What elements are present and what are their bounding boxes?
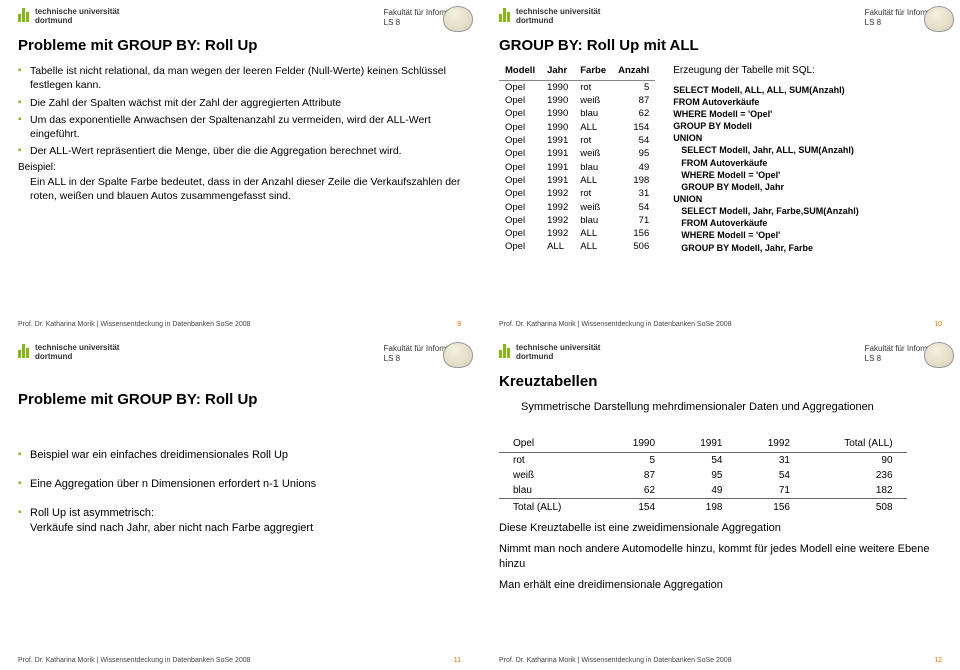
slide-9: technische universitätdortmund Fakultät … xyxy=(0,0,479,334)
slide-11: technische universitätdortmund Fakultät … xyxy=(0,336,479,670)
subtitle: Symmetrische Darstellung mehrdimensional… xyxy=(521,400,942,415)
body-text: Diese Kreuztabelle ist eine zweidimensio… xyxy=(499,521,942,537)
footer-text: Prof. Dr. Katharina Morik | Wissensentde… xyxy=(18,321,251,328)
bullet-item: Um das exponentielle Anwachsen der Spalt… xyxy=(18,113,461,141)
slide-header: technische universitätdortmund Fakultät … xyxy=(18,344,461,363)
slide-10: technische universitätdortmund Fakultät … xyxy=(481,0,960,334)
page-number: 12 xyxy=(934,657,942,664)
bullet-item: Eine Aggregation über n Dimensionen erfo… xyxy=(18,477,461,492)
example-label: Beispiel: xyxy=(18,162,461,173)
slide-title: Probleme mit GROUP BY: Roll Up xyxy=(18,391,461,408)
uni-city: dortmund xyxy=(35,353,119,362)
th: Jahr xyxy=(541,64,574,80)
tu-logo-icon xyxy=(18,8,29,22)
bullet-item: Roll Up ist asymmetrisch: Verkäufe sind … xyxy=(18,506,461,536)
tu-logo-icon xyxy=(18,344,29,358)
footer-text: Prof. Dr. Katharina Morik | Wissensentde… xyxy=(499,657,732,664)
th: Modell xyxy=(499,64,541,80)
slide-title: Kreuztabellen xyxy=(499,373,942,390)
bullet-item: Der ALL-Wert repräsentiert die Menge, üb… xyxy=(18,144,461,158)
uni-city: dortmund xyxy=(516,17,600,26)
bullet-list: Tabelle ist nicht relational, da man weg… xyxy=(18,64,461,158)
tu-logo-icon xyxy=(499,344,510,358)
slide-title: GROUP BY: Roll Up mit ALL xyxy=(499,37,942,54)
sql-caption: Erzeugung der Tabelle mit SQL: xyxy=(673,64,859,78)
uni-city: dortmund xyxy=(516,353,600,362)
mascot-icon xyxy=(443,6,473,32)
mascot-icon xyxy=(924,342,954,368)
body-text: Man erhält eine dreidimensionale Aggrega… xyxy=(499,578,942,594)
mascot-icon xyxy=(443,342,473,368)
uni-city: dortmund xyxy=(35,17,119,26)
bullet-subtext: Verkäufe sind nach Jahr, aber nicht nach… xyxy=(30,522,313,534)
sql-block: Erzeugung der Tabelle mit SQL: SELECT Mo… xyxy=(673,64,859,253)
page-number: 11 xyxy=(454,657,461,664)
cross-table: Opel199019911992Total (ALL) rot5543190 w… xyxy=(499,436,907,515)
page-number: 9 xyxy=(457,321,461,328)
slide-header: technische universitätdortmund Fakultät … xyxy=(499,8,942,27)
tu-logo-icon xyxy=(499,8,510,22)
rollup-table: ModellJahrFarbeAnzahl Opel1990rot5 Opel1… xyxy=(499,64,655,253)
slide-title: Probleme mit GROUP BY: Roll Up xyxy=(18,37,461,54)
bullet-item: Beispiel war ein einfaches dreidimension… xyxy=(18,448,461,463)
slide-12: technische universitätdortmund Fakultät … xyxy=(481,336,960,670)
bullet-list: Beispiel war ein einfaches dreidimension… xyxy=(18,448,461,535)
page-number: 10 xyxy=(934,321,942,328)
th: Farbe xyxy=(574,64,612,80)
footer-text: Prof. Dr. Katharina Morik | Wissensentde… xyxy=(18,657,251,664)
mascot-icon xyxy=(924,6,954,32)
footer-text: Prof. Dr. Katharina Morik | Wissensentde… xyxy=(499,321,732,328)
bullet-item: Die Zahl der Spalten wächst mit der Zahl… xyxy=(18,96,461,110)
slide-header: technische universitätdortmund Fakultät … xyxy=(18,8,461,27)
bullet-item: Tabelle ist nicht relational, da man weg… xyxy=(18,64,461,92)
body-text: Nimmt man noch andere Automodelle hinzu,… xyxy=(499,542,942,574)
example-text: Ein ALL in der Spalte Farbe bedeutet, da… xyxy=(30,175,461,203)
slide-header: technische universitätdortmund Fakultät … xyxy=(499,344,942,363)
th: Anzahl xyxy=(612,64,655,80)
